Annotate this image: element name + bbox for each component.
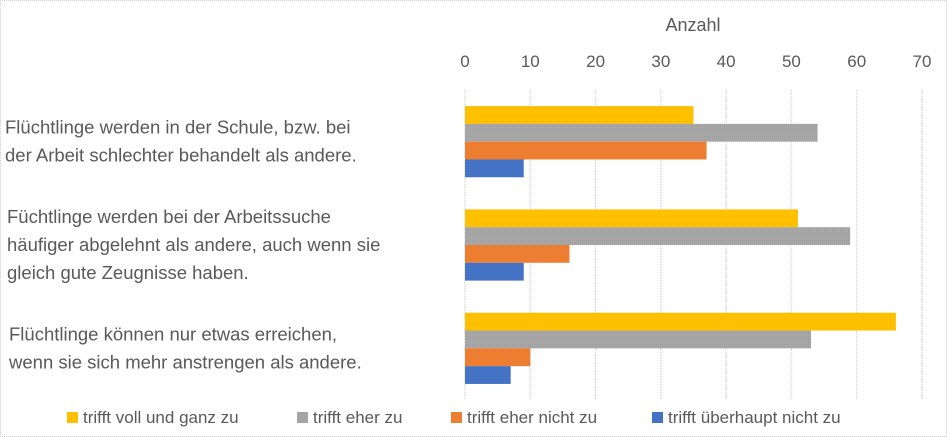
bar-trifft-eher-nicht-zu (465, 348, 531, 367)
bar-trifft-eher-zu (465, 227, 851, 245)
legend-swatch (451, 412, 462, 423)
bar-trifft-eher-nicht-zu (465, 245, 570, 263)
legend-swatch (67, 412, 78, 423)
legend-label: trifft überhaupt nicht zu (668, 408, 841, 427)
legend-swatch (652, 412, 663, 423)
bar-trifft-eher-zu (465, 330, 812, 349)
category-label: gleich gute Zeugnisse haben. (7, 262, 249, 283)
legend-item: trifft eher zu (297, 408, 402, 427)
x-tick-label: 40 (717, 52, 736, 71)
category-label: Flüchtlinge können nur etwas erreichen, (9, 323, 337, 344)
category-label: wenn sie sich mehr anstrengen als andere… (8, 351, 362, 372)
legend-label: trifft eher nicht zu (467, 408, 597, 427)
x-tick-label: 20 (586, 52, 605, 71)
bar-trifft-eher-nicht-zu (465, 141, 707, 160)
legend-item: trifft überhaupt nicht zu (652, 408, 841, 427)
bar-trifft-berhaupt-nicht-zu (465, 366, 511, 384)
legend-item: trifft eher nicht zu (451, 408, 597, 427)
category-label: Füchtlinge werden bei der Arbeitssuche (7, 206, 331, 227)
category-labels: Flüchtlinge werden in der Schule, bzw. b… (5, 117, 380, 373)
bar-trifft-voll-und-ganz-zu (465, 106, 694, 124)
x-axis-title: Anzahl (665, 15, 720, 35)
legend: trifft voll und ganz zu trifft eher zu tri… (67, 408, 841, 427)
legend-swatch (297, 412, 308, 423)
legend-label: trifft eher zu (313, 408, 402, 427)
x-tick-label: 0 (460, 52, 469, 71)
x-tick-label: 30 (651, 52, 670, 71)
legend-item: trifft voll und ganz zu (67, 408, 239, 427)
bars (465, 106, 896, 384)
category-label: Flüchtlinge werden in der Schule, bzw. b… (5, 117, 351, 138)
category-label: der Arbeit schlechter behandelt als ande… (5, 145, 357, 166)
x-tick-label: 60 (847, 52, 866, 71)
x-tick-label: 70 (913, 52, 932, 71)
bar-trifft-eher-zu (465, 123, 818, 142)
bar-trifft-voll-und-ganz-zu (465, 209, 798, 228)
x-tick-label: 10 (521, 52, 540, 71)
category-label: häufiger abgelehnt als andere, auch wenn… (7, 234, 380, 255)
bar-trifft-berhaupt-nicht-zu (465, 159, 524, 178)
bar-trifft-voll-und-ganz-zu (465, 312, 896, 331)
x-tick-label: 50 (782, 52, 801, 71)
bar-trifft-berhaupt-nicht-zu (465, 262, 524, 281)
legend-label: trifft voll und ganz zu (83, 408, 239, 427)
x-axis-ticks: 0 10 20 30 40 50 60 70 (460, 52, 931, 71)
